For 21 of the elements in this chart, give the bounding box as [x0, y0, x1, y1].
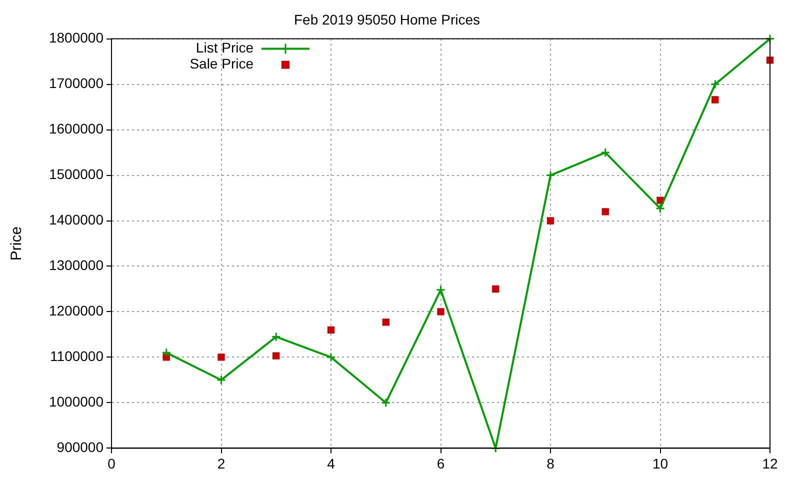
x-tick-label: 10 — [652, 455, 668, 472]
y-tick-label: 1700000 — [48, 75, 104, 92]
y-tick-label: 1000000 — [48, 394, 104, 410]
x-tick-label: 0 — [108, 455, 116, 472]
x-tick-label: 2 — [217, 455, 226, 472]
y-tick-label: 900000 — [56, 439, 104, 456]
y-tick-label: 1800000 — [48, 30, 104, 46]
y-tick-label: 1500000 — [48, 166, 104, 182]
chart-title: Feb 2019 95050 Home Prices — [294, 11, 480, 28]
legend-label: Sale Price — [190, 56, 254, 72]
y-tick-label: 1600000 — [48, 120, 104, 137]
x-tick-label: 12 — [762, 455, 778, 472]
y-tick-label: 1300000 — [48, 257, 104, 274]
x-tick-label: 4 — [327, 455, 336, 472]
x-tick-label: 6 — [436, 455, 445, 472]
y-axis-title: Price — [8, 226, 26, 261]
y-tick-label: 1100000 — [50, 348, 104, 364]
y-tick-label: 1400000 — [48, 212, 104, 228]
x-tick-label: 8 — [546, 455, 555, 472]
legend-label: List Price — [196, 40, 254, 56]
y-tick-label: 1200000 — [48, 302, 104, 319]
